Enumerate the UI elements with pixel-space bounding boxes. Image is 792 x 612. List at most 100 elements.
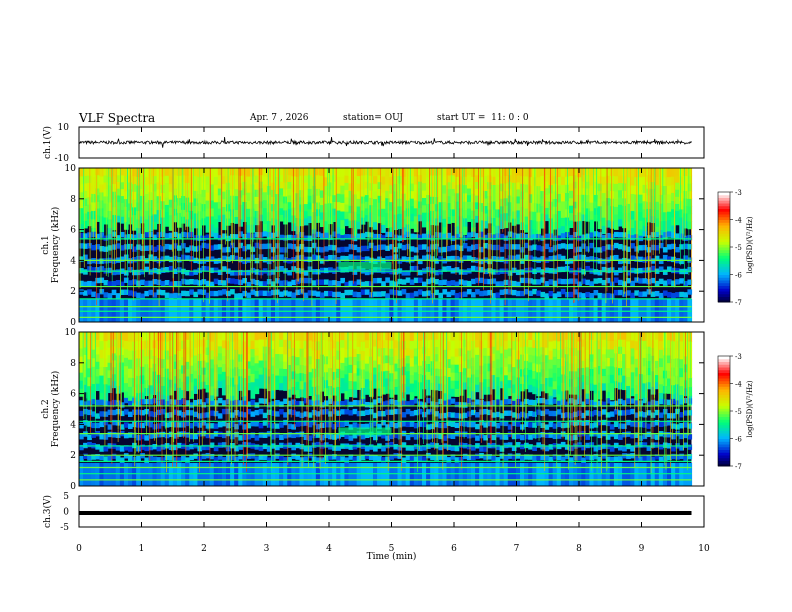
- ch2-cell: [679, 332, 684, 342]
- ch1-cell: [332, 214, 337, 222]
- ch2-cell: [185, 354, 190, 362]
- ch2-cell: [246, 442, 252, 448]
- ch2-cell: [528, 354, 533, 363]
- ch1-cell: [560, 225, 566, 235]
- ch1-cell: [650, 291, 656, 297]
- ch1-cell: [515, 298, 521, 322]
- ch1-cell: [177, 256, 182, 263]
- ch1-cell: [262, 168, 268, 177]
- ch1-cell: [193, 269, 199, 275]
- ch2-cell: [242, 341, 248, 351]
- ch1-cell: [250, 298, 256, 322]
- ch1-cell: [389, 201, 395, 211]
- ch1-cell: [646, 298, 652, 322]
- ch1-colorbar-band: [718, 197, 730, 201]
- ch2-cell: [373, 412, 378, 419]
- ch1-cell: [671, 267, 676, 274]
- ch2-cell: [569, 457, 574, 463]
- ch1-cell: [83, 281, 88, 287]
- ch2-cell: [83, 408, 88, 415]
- ch2-cell: [360, 423, 366, 430]
- ch2-cell: [340, 462, 346, 486]
- ch2-cell: [626, 340, 631, 351]
- ch1-cell: [434, 298, 439, 322]
- ch1-cell: [479, 176, 484, 186]
- ch1-cell: [618, 279, 623, 286]
- ch1-cell: [434, 269, 439, 276]
- ch2-cell: [164, 395, 170, 405]
- ch2-cell: [352, 444, 358, 450]
- ch1-cell: [613, 277, 619, 283]
- ch2-cell: [87, 434, 92, 441]
- ch1-cell: [234, 298, 239, 322]
- ch2-cell: [254, 444, 260, 450]
- ch2-cell: [373, 346, 378, 354]
- ch2-cell: [556, 376, 562, 386]
- ch2-cell: [328, 385, 333, 395]
- ch2-cell: [585, 434, 591, 440]
- ch1-cell: [671, 292, 676, 299]
- ch2-cell: [654, 374, 660, 383]
- ch1-cell: [234, 188, 239, 197]
- ch1-cell: [209, 207, 215, 217]
- ch1-cell: [581, 187, 586, 195]
- ch1-cell: [556, 298, 562, 322]
- ch2-cell: [344, 457, 350, 463]
- ch2-cell: [307, 387, 313, 397]
- ch1-cell: [119, 256, 125, 262]
- ch2-cell: [446, 462, 452, 486]
- ch2-cell: [83, 384, 88, 393]
- ch1-cell: [193, 190, 199, 199]
- ch2-cell: [377, 379, 382, 389]
- ch2-cell: [185, 332, 190, 340]
- ch1-cell: [336, 247, 341, 253]
- ch2-cell: [368, 348, 374, 357]
- ch2-cell: [99, 399, 105, 405]
- ch2-cell: [95, 361, 101, 370]
- ch2-cell: [544, 445, 550, 452]
- ch2-cell: [413, 409, 419, 416]
- ch2-cell: [483, 386, 488, 395]
- ch2-cell: [503, 357, 509, 367]
- ch2-cell: [458, 347, 464, 357]
- ch2-cell: [487, 339, 493, 349]
- ch2-cell: [393, 378, 399, 387]
- ch1-cell: [524, 176, 529, 185]
- ch1-cell: [279, 174, 284, 182]
- ch2-cell: [373, 381, 378, 389]
- ch2-cell: [642, 397, 648, 404]
- ch1-cell: [675, 233, 680, 239]
- ch2-cell: [532, 455, 537, 461]
- ch1-cell: [303, 189, 309, 197]
- ch1-cell: [466, 208, 472, 216]
- ch2-cell: [79, 372, 84, 381]
- ch2-cell: [266, 457, 272, 463]
- ch1-cell: [462, 176, 468, 186]
- ch1-cell: [671, 280, 676, 286]
- ch1-cell: [552, 298, 558, 322]
- ch1-cell: [581, 298, 586, 322]
- ch1-cell: [528, 185, 533, 195]
- ch1-cell: [385, 190, 390, 199]
- ch2-cell: [454, 380, 460, 389]
- ch2-cell: [201, 453, 207, 460]
- ch1-cell: [328, 216, 333, 225]
- ch1-cell: [528, 228, 533, 238]
- ch2-cell: [385, 435, 390, 441]
- ch2-cell: [503, 455, 509, 461]
- ch1-cell: [307, 181, 313, 189]
- ch1-cell: [181, 278, 186, 285]
- ch1-colorbar-band: [718, 249, 730, 253]
- ch2-cell: [111, 432, 117, 438]
- ch1-cell: [385, 298, 390, 322]
- ch2-cell: [360, 454, 366, 461]
- ch2-cell: [287, 340, 292, 349]
- ch1-cell: [356, 298, 362, 322]
- ch1-cell: [246, 298, 252, 322]
- ch2-cell: [556, 393, 562, 404]
- ch1-cell: [238, 197, 243, 205]
- ch2-cell: [336, 332, 341, 342]
- ch1-cell: [671, 298, 676, 322]
- ch1-cell: [573, 298, 578, 322]
- ch2-cell: [270, 356, 276, 366]
